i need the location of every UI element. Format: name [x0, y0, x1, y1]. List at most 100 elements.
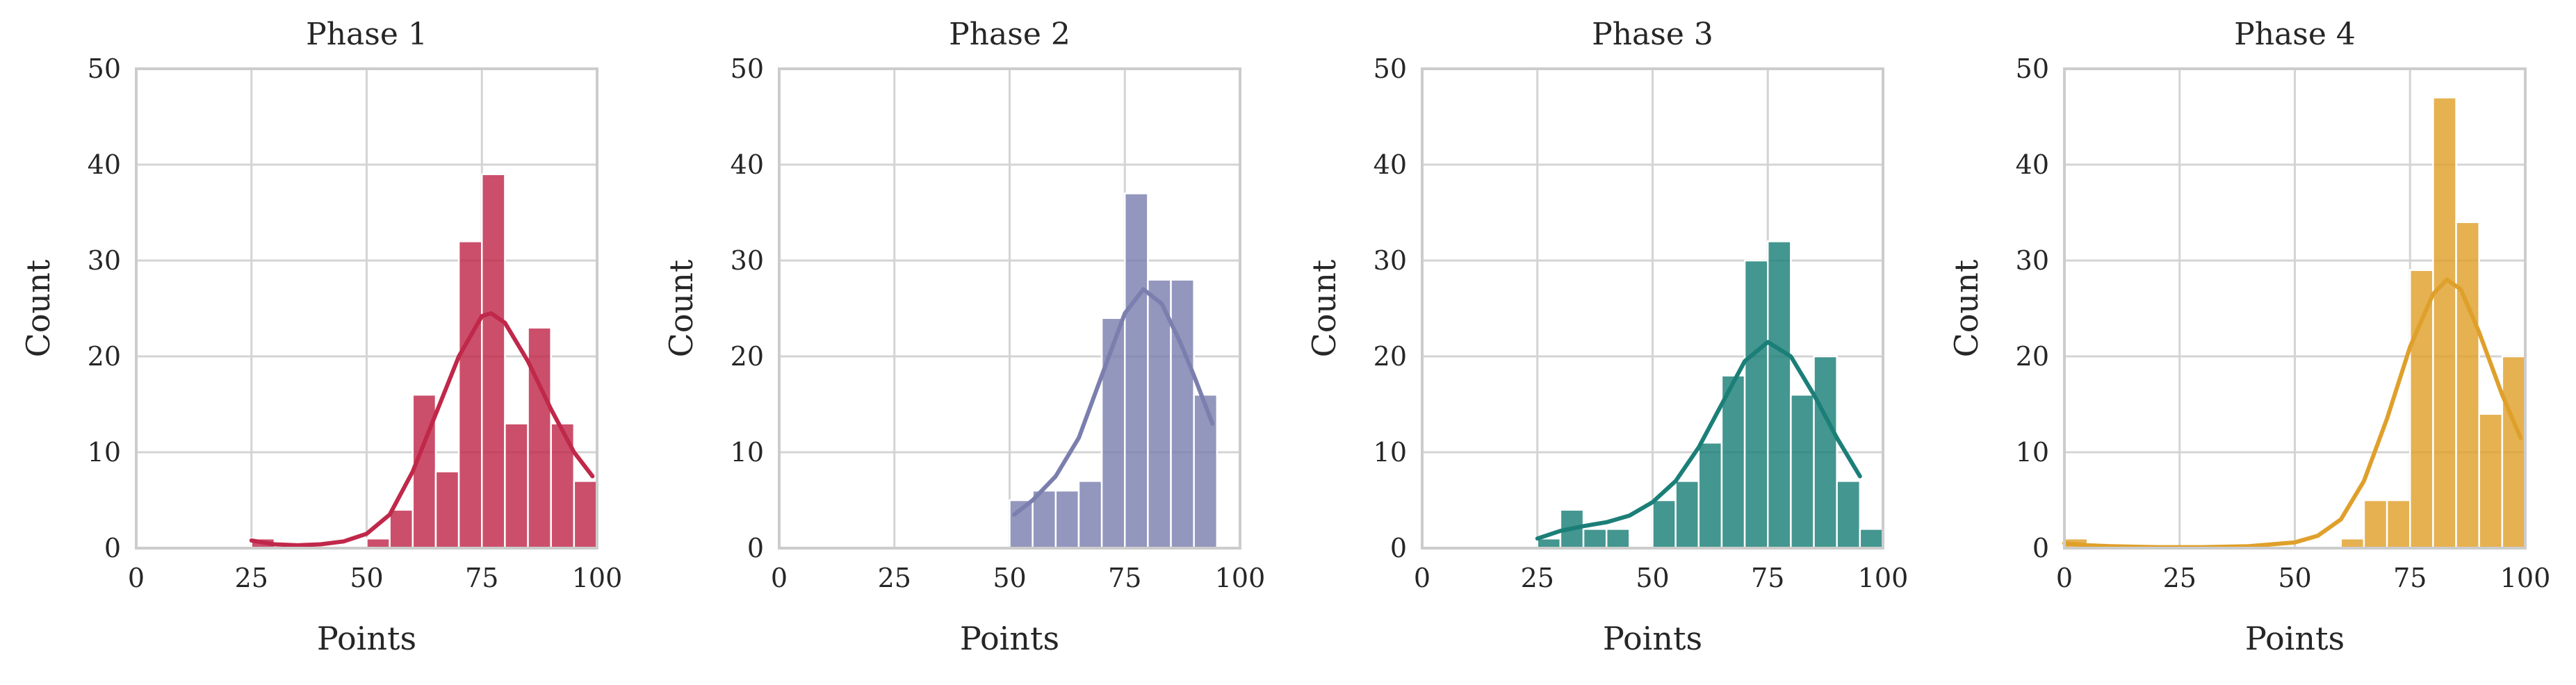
y-tick-label: 50 — [731, 53, 764, 84]
histogram-bar — [2386, 499, 2411, 550]
y-tick-label: 40 — [1373, 149, 1407, 180]
x-tick-label: 75 — [1751, 563, 1784, 593]
histogram-bar — [2340, 537, 2365, 550]
histogram-bar — [1147, 279, 1172, 550]
x-tick-label: 0 — [771, 563, 788, 593]
plot-frame — [2063, 67, 2527, 550]
histogram-bar — [366, 537, 391, 550]
histogram-bar — [1170, 279, 1195, 550]
histogram-bar — [2455, 221, 2480, 550]
x-tick-label: 100 — [1858, 563, 1909, 593]
x-tick-label: 25 — [235, 563, 268, 593]
y-tick-label: 0 — [2032, 533, 2049, 563]
y-tick-label: 0 — [104, 533, 121, 563]
x-tick-label: 75 — [2393, 563, 2427, 593]
x-tick-label: 50 — [350, 563, 383, 593]
chart-title: Phase 3 — [1592, 17, 1713, 52]
histogram-bar — [1836, 480, 1861, 550]
x-axis-label: Points — [2245, 620, 2345, 657]
y-axis-label: Count — [1948, 259, 1985, 357]
kde-line — [249, 311, 595, 547]
y-axis-label: Count — [662, 259, 700, 357]
kde-line — [1535, 340, 1862, 541]
y-tick-label: 40 — [731, 149, 764, 180]
histogram-bar — [1790, 393, 1815, 550]
chart-title: Phase 4 — [2234, 17, 2356, 52]
histogram-bar — [527, 327, 552, 550]
histogram-bar — [457, 240, 483, 550]
y-tick-label: 20 — [1373, 341, 1407, 372]
x-tick-label: 100 — [572, 563, 623, 593]
histogram-bar — [504, 422, 529, 550]
y-tick-label: 10 — [731, 437, 764, 468]
y-tick-label: 10 — [88, 437, 121, 468]
x-tick-label: 75 — [465, 563, 498, 593]
x-tick-label: 25 — [1521, 563, 1554, 593]
x-tick-label: 100 — [1215, 563, 1266, 593]
histogram-bar — [1674, 480, 1700, 550]
y-tick-label: 30 — [2016, 245, 2049, 276]
plot-frame — [1421, 67, 1884, 550]
histogram-bar — [1767, 240, 1792, 550]
y-axis-label: Count — [19, 259, 57, 357]
y-tick-label: 0 — [747, 533, 764, 563]
histogram-bar — [1124, 192, 1149, 550]
y-tick-label: 20 — [731, 341, 764, 372]
histogram-bar — [1605, 528, 1631, 550]
y-tick-label: 10 — [1373, 437, 1407, 468]
y-tick-label: 20 — [88, 341, 121, 372]
y-tick-label: 40 — [88, 149, 121, 180]
plot-frame — [135, 67, 598, 550]
y-tick-label: 20 — [2016, 341, 2049, 372]
histogram-bar — [2478, 413, 2504, 550]
y-tick-label: 50 — [2016, 53, 2049, 84]
histogram-bar — [1859, 528, 1884, 550]
x-tick-label: 50 — [2278, 563, 2311, 593]
x-tick-label: 25 — [2163, 563, 2196, 593]
histogram-bar — [1100, 317, 1126, 550]
x-axis-label: Points — [960, 620, 1059, 657]
x-tick-label: 75 — [1108, 563, 1141, 593]
y-tick-label: 30 — [88, 245, 121, 276]
chart-panel-3: 0 25 50 75 100 0 10 20 30 40 50 Phase 3 Points Count — [1305, 17, 1908, 657]
y-tick-label: 50 — [88, 53, 121, 84]
x-axis-label: Points — [317, 620, 416, 657]
histogram-bar — [1077, 480, 1103, 550]
x-axis-label: Points — [1603, 620, 1702, 657]
x-tick-label: 0 — [128, 563, 145, 593]
y-tick-label: 0 — [1390, 533, 1407, 563]
x-tick-label: 100 — [2500, 563, 2551, 593]
histogram-bar — [389, 509, 414, 550]
y-tick-label: 30 — [731, 245, 764, 276]
x-tick-label: 0 — [2056, 563, 2073, 593]
y-tick-label: 40 — [2016, 149, 2049, 180]
histogram-bar — [1743, 259, 1769, 550]
histogram-bar — [573, 480, 598, 550]
y-tick-label: 50 — [1373, 53, 1407, 84]
histogram-bar — [1054, 489, 1080, 550]
histogram-bar — [1813, 355, 1838, 550]
x-tick-label: 25 — [878, 563, 911, 593]
chart-title: Phase 2 — [949, 17, 1070, 52]
histogram-bar — [2409, 269, 2434, 550]
histogram-bar — [1697, 441, 1723, 550]
x-tick-label: 50 — [993, 563, 1026, 593]
chart-panel-4: 0 25 50 75 100 0 10 20 30 40 50 Phase 4 Points Count — [1948, 17, 2550, 657]
histogram-bar — [1193, 393, 1218, 550]
kde-line — [1012, 287, 1215, 517]
histogram-bar — [1582, 528, 1608, 550]
plot-frame — [778, 67, 1241, 550]
chart-panel-1: 0 25 50 75 100 0 10 20 30 40 50 Phase 1 Points Count — [19, 17, 622, 657]
histogram-bar — [2501, 355, 2527, 550]
y-axis-label: Count — [1305, 259, 1343, 357]
histogram-bar — [481, 173, 506, 550]
histogram-bar — [1652, 499, 1677, 550]
chart-panel-2: 0 25 50 75 100 0 10 20 30 40 50 Phase 2 Points Count — [662, 17, 1265, 657]
y-tick-label: 10 — [2016, 437, 2049, 468]
histogram-bar — [434, 470, 460, 550]
histogram-bar — [2432, 97, 2457, 550]
x-tick-label: 0 — [1414, 563, 1430, 593]
y-tick-label: 30 — [1373, 245, 1407, 276]
histogram-bar — [2363, 499, 2388, 550]
